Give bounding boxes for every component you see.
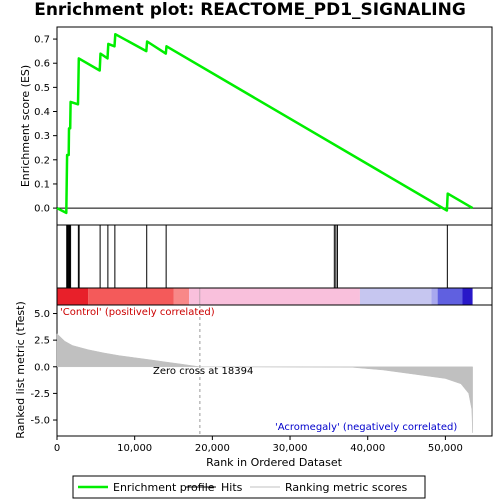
- es-axis-ticks: 0.0 0.1 0.2 0.3 0.4 0.5 0.6 0.7: [34, 35, 57, 215]
- es-panel: [56, 26, 493, 226]
- hits-panel: [56, 224, 493, 289]
- legend-label-1: Enrichment profile: [113, 481, 215, 494]
- metric-tick-label: 0.0: [34, 362, 50, 373]
- x-tick-label: 0: [54, 443, 60, 454]
- heat-segment: [189, 288, 360, 305]
- es-profile: [56, 32, 474, 215]
- x-tick-label: 30,000: [273, 443, 308, 454]
- es-tick-label: 0.3: [34, 131, 50, 142]
- negative-label: 'Acromegaly' (negatively correlated): [275, 422, 457, 433]
- heat-segment: [462, 288, 473, 305]
- metric-area: [56, 333, 473, 433]
- heat-segment: [431, 288, 438, 305]
- heat-segment: [359, 288, 432, 305]
- metric-y-axis-label: Ranked list metric (tTest): [14, 301, 27, 438]
- es-tick-label: 0.0: [34, 204, 50, 215]
- es-tick-label: 0.2: [34, 155, 50, 166]
- legend-label-3: Ranking metric scores: [285, 481, 407, 494]
- es-y-axis-label: Enrichment score (ES): [19, 65, 32, 187]
- es-tick-label: 0.6: [34, 59, 50, 70]
- x-tick-label: 20,000: [195, 443, 230, 454]
- heat-segment: [173, 288, 190, 305]
- metric-tick-label: -2.5: [30, 389, 50, 400]
- metric-tick-label: -5.0: [30, 416, 50, 427]
- x-axis-ticks: 0 10,000 20,000 30,000 40,000 50,000: [54, 436, 463, 454]
- hits-group: [66, 225, 448, 288]
- metric-tick-label: 2.5: [34, 336, 50, 347]
- es-tick-label: 0.4: [34, 107, 50, 118]
- zero-cross-label: Zero cross at 18394: [153, 366, 253, 377]
- legend-label-2: Hits: [221, 481, 243, 494]
- legend-box: [72, 475, 426, 499]
- metric-area-path: [56, 333, 473, 433]
- legend: Enrichment profile Hits Ranking metric sco…: [78, 481, 407, 494]
- metric-panel: [56, 304, 493, 437]
- es-tick-label: 0.7: [34, 35, 50, 46]
- es-tick-label: 0.1: [34, 179, 50, 190]
- positive-label: 'Control' (positively correlated): [60, 307, 215, 318]
- heat-segment: [88, 288, 174, 305]
- es-profile-line: [56, 32, 474, 215]
- metric-tick-label: 5.0: [34, 309, 50, 320]
- heat-segment: [437, 288, 463, 305]
- x-tick-label: 50,000: [428, 443, 463, 454]
- heat-bar: [57, 288, 473, 305]
- metric-axis-ticks: 5.0 2.5 0.0 -2.5 -5.0: [30, 309, 57, 427]
- heat-segment: [57, 288, 89, 305]
- chart-title: Enrichment plot: REACTOME_PD1_SIGNALING: [34, 0, 466, 20]
- x-tick-label: 10,000: [117, 443, 152, 454]
- es-tick-label: 0.5: [34, 83, 50, 94]
- x-axis-label: Rank in Ordered Dataset: [206, 456, 343, 469]
- x-tick-label: 40,000: [350, 443, 385, 454]
